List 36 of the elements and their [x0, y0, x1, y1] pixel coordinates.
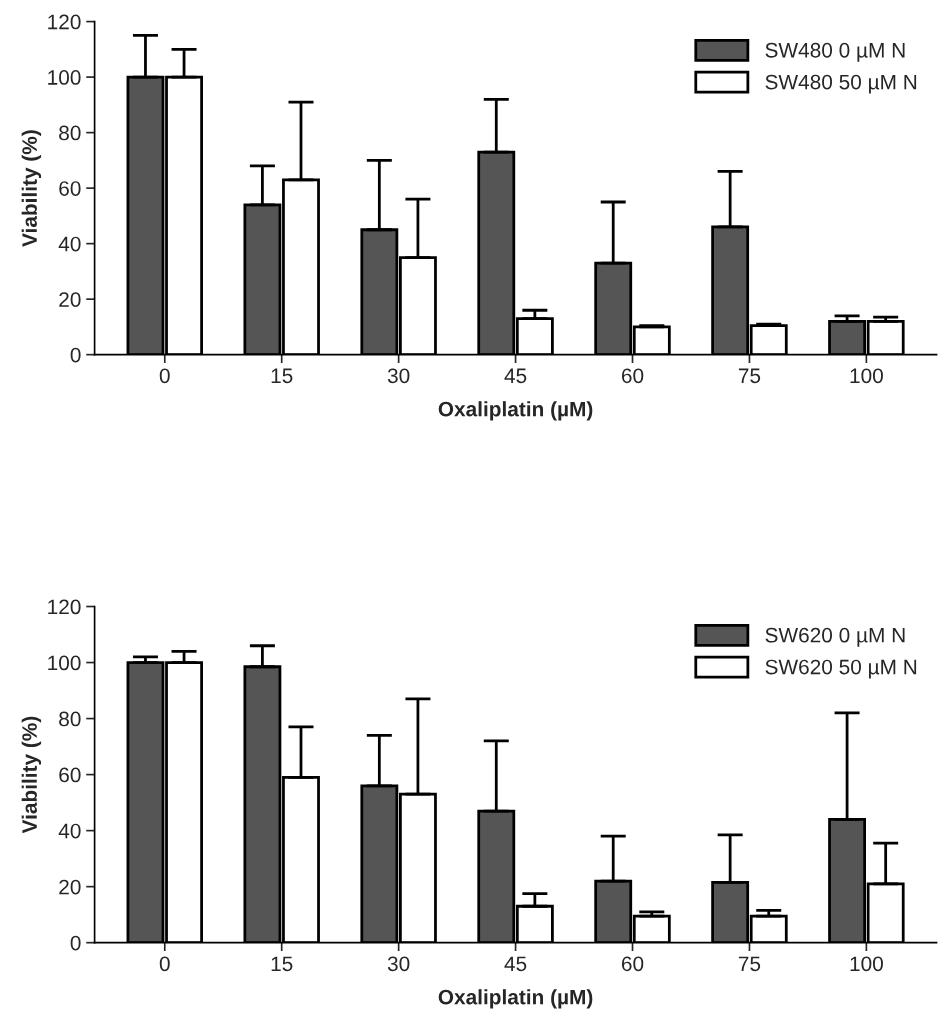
x-tick-label: 100 — [850, 368, 883, 384]
x-tick-label: 30 — [387, 368, 410, 384]
y-tick-label: 0 — [70, 935, 81, 951]
legend-label: SW480 50 µM N — [765, 74, 917, 94]
x-tick-label: 15 — [271, 956, 293, 972]
x-tick-label: 60 — [621, 956, 644, 972]
x-tick-label: 100 — [850, 956, 883, 972]
y-tick-label: 80 — [59, 125, 81, 141]
x-tick-label: 75 — [738, 368, 761, 384]
x-tick-label: 60 — [621, 368, 644, 384]
x-axis-title: Oxaliplatin (µM) — [438, 401, 593, 421]
y-axis-title: Viability (%) — [21, 716, 42, 834]
y-tick-label: 100 — [48, 70, 81, 85]
y-tick-label: 20 — [59, 292, 81, 307]
x-tick-label: 30 — [387, 956, 410, 972]
y-tick-label: 20 — [59, 879, 81, 895]
x-tick-label: 0 — [159, 368, 170, 384]
y-tick-label: 120 — [48, 14, 81, 30]
x-tick-label: 75 — [738, 956, 761, 972]
y-tick-label: 60 — [59, 181, 81, 196]
x-tick-label: 15 — [271, 368, 293, 384]
y-tick-label: 0 — [70, 347, 81, 363]
y-tick-label: 120 — [48, 599, 81, 615]
legend-label: SW480 0 µM N — [765, 42, 905, 62]
y-axis-title: Viability (%) — [21, 130, 42, 247]
y-tick-label: 60 — [59, 767, 81, 783]
y-tick-label: 80 — [59, 711, 81, 727]
y-tick-label: 40 — [58, 823, 81, 839]
y-tick-label: 40 — [58, 236, 81, 252]
legend-label: SW620 50 µM N — [765, 659, 917, 679]
x-axis-title: Oxaliplatin (µM) — [438, 989, 593, 1009]
x-tick-label: 45 — [504, 956, 527, 972]
x-tick-label: 0 — [159, 956, 170, 972]
legend-label: SW620 0 µM N — [765, 627, 905, 647]
y-tick-label: 100 — [48, 655, 81, 671]
x-tick-label: 45 — [504, 368, 527, 384]
